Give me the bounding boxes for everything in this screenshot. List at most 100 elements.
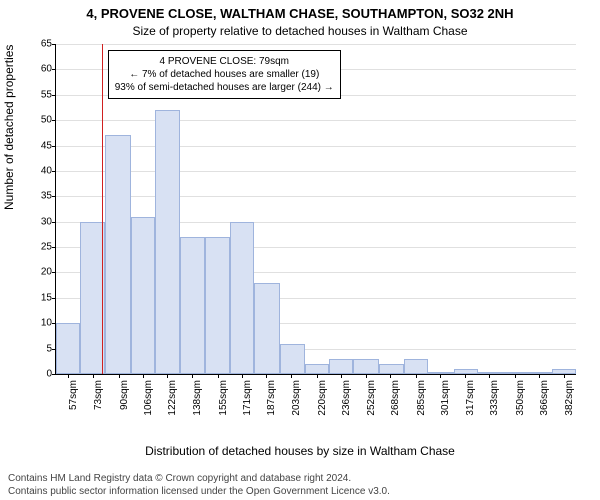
x-tick-mark bbox=[218, 374, 219, 378]
x-tick-mark bbox=[515, 374, 516, 378]
chart-subtitle: Size of property relative to detached ho… bbox=[0, 24, 600, 38]
y-tick-label: 55 bbox=[41, 89, 52, 100]
x-tick-mark bbox=[465, 374, 466, 378]
x-tick-label: 333sqm bbox=[489, 380, 500, 416]
y-tick-mark bbox=[52, 247, 56, 248]
y-tick-label: 40 bbox=[41, 165, 52, 176]
x-tick-label: 90sqm bbox=[119, 380, 130, 410]
x-tick-mark bbox=[143, 374, 144, 378]
plot-area: 0510152025303540455055606557sqm73sqm90sq… bbox=[55, 44, 576, 375]
y-tick-label: 20 bbox=[41, 267, 52, 278]
x-tick-mark bbox=[539, 374, 540, 378]
x-tick-mark bbox=[440, 374, 441, 378]
x-tick-label: 382sqm bbox=[564, 380, 575, 416]
x-tick-label: 138sqm bbox=[192, 380, 203, 416]
histogram-bar bbox=[205, 237, 229, 374]
histogram-bar bbox=[105, 135, 131, 374]
y-tick-mark bbox=[52, 146, 56, 147]
x-tick-mark bbox=[167, 374, 168, 378]
y-tick-label: 45 bbox=[41, 140, 52, 151]
histogram-bar bbox=[353, 359, 379, 374]
histogram-bar bbox=[155, 110, 179, 374]
x-tick-label: 220sqm bbox=[317, 380, 328, 416]
y-tick-mark bbox=[52, 120, 56, 121]
y-tick-mark bbox=[52, 95, 56, 96]
y-tick-label: 25 bbox=[41, 242, 52, 253]
histogram-bar bbox=[305, 364, 329, 374]
x-tick-label: 155sqm bbox=[218, 380, 229, 416]
y-tick-label: 65 bbox=[41, 39, 52, 50]
histogram-bar bbox=[478, 372, 502, 374]
x-tick-label: 350sqm bbox=[515, 380, 526, 416]
gridline bbox=[56, 44, 576, 45]
x-tick-label: 236sqm bbox=[341, 380, 352, 416]
x-tick-mark bbox=[366, 374, 367, 378]
footer-attribution: Contains HM Land Registry data © Crown c… bbox=[8, 473, 592, 498]
x-tick-label: 187sqm bbox=[266, 380, 277, 416]
gridline bbox=[56, 171, 576, 172]
gridline bbox=[56, 196, 576, 197]
x-tick-label: 252sqm bbox=[366, 380, 377, 416]
y-tick-label: 60 bbox=[41, 64, 52, 75]
histogram-bar bbox=[454, 369, 478, 374]
y-tick-mark bbox=[52, 374, 56, 375]
x-tick-mark bbox=[291, 374, 292, 378]
histogram-bar bbox=[404, 359, 428, 374]
gridline bbox=[56, 146, 576, 147]
x-tick-label: 301sqm bbox=[440, 380, 451, 416]
y-tick-mark bbox=[52, 196, 56, 197]
histogram-bar bbox=[230, 222, 254, 374]
y-tick-mark bbox=[52, 272, 56, 273]
chart-title: 4, PROVENE CLOSE, WALTHAM CHASE, SOUTHAM… bbox=[0, 6, 600, 21]
footer-line: Contains HM Land Registry data © Crown c… bbox=[8, 473, 592, 486]
y-tick-mark bbox=[52, 171, 56, 172]
y-tick-mark bbox=[52, 44, 56, 45]
y-tick-mark bbox=[52, 298, 56, 299]
x-tick-mark bbox=[266, 374, 267, 378]
histogram-bar bbox=[329, 359, 353, 374]
info-line: 4 PROVENE CLOSE: 79sqm bbox=[115, 55, 334, 68]
x-tick-mark bbox=[416, 374, 417, 378]
histogram-chart: 4, PROVENE CLOSE, WALTHAM CHASE, SOUTHAM… bbox=[0, 0, 600, 500]
x-tick-label: 171sqm bbox=[242, 380, 253, 416]
x-tick-mark bbox=[564, 374, 565, 378]
histogram-bar bbox=[280, 344, 304, 374]
info-line: ← 7% of detached houses are smaller (19) bbox=[115, 68, 334, 81]
x-tick-mark bbox=[68, 374, 69, 378]
y-tick-mark bbox=[52, 69, 56, 70]
x-tick-mark bbox=[192, 374, 193, 378]
x-tick-label: 366sqm bbox=[539, 380, 550, 416]
y-tick-mark bbox=[52, 222, 56, 223]
y-tick-label: 50 bbox=[41, 115, 52, 126]
x-tick-label: 203sqm bbox=[291, 380, 302, 416]
y-tick-label: 30 bbox=[41, 216, 52, 227]
x-tick-mark bbox=[317, 374, 318, 378]
x-tick-label: 106sqm bbox=[143, 380, 154, 416]
gridline bbox=[56, 120, 576, 121]
histogram-bar bbox=[379, 364, 403, 374]
x-tick-mark bbox=[341, 374, 342, 378]
x-tick-label: 268sqm bbox=[390, 380, 401, 416]
x-axis-label: Distribution of detached houses by size … bbox=[0, 444, 600, 458]
info-line: 93% of semi-detached houses are larger (… bbox=[115, 81, 334, 94]
y-tick-label: 15 bbox=[41, 292, 52, 303]
x-tick-label: 122sqm bbox=[167, 380, 178, 416]
histogram-bar bbox=[254, 283, 280, 374]
x-tick-mark bbox=[390, 374, 391, 378]
footer-line: Contains public sector information licen… bbox=[8, 486, 592, 499]
x-tick-label: 73sqm bbox=[93, 380, 104, 410]
x-tick-mark bbox=[93, 374, 94, 378]
y-tick-label: 35 bbox=[41, 191, 52, 202]
x-tick-mark bbox=[119, 374, 120, 378]
reference-line bbox=[102, 44, 103, 374]
histogram-bar bbox=[56, 323, 80, 374]
histogram-bar bbox=[180, 237, 206, 374]
x-tick-mark bbox=[489, 374, 490, 378]
x-tick-label: 317sqm bbox=[465, 380, 476, 416]
info-box: 4 PROVENE CLOSE: 79sqm ← 7% of detached … bbox=[108, 50, 341, 99]
histogram-bar bbox=[131, 217, 155, 374]
y-tick-label: 10 bbox=[41, 318, 52, 329]
x-tick-label: 57sqm bbox=[68, 380, 79, 410]
x-tick-label: 285sqm bbox=[416, 380, 427, 416]
x-tick-mark bbox=[242, 374, 243, 378]
